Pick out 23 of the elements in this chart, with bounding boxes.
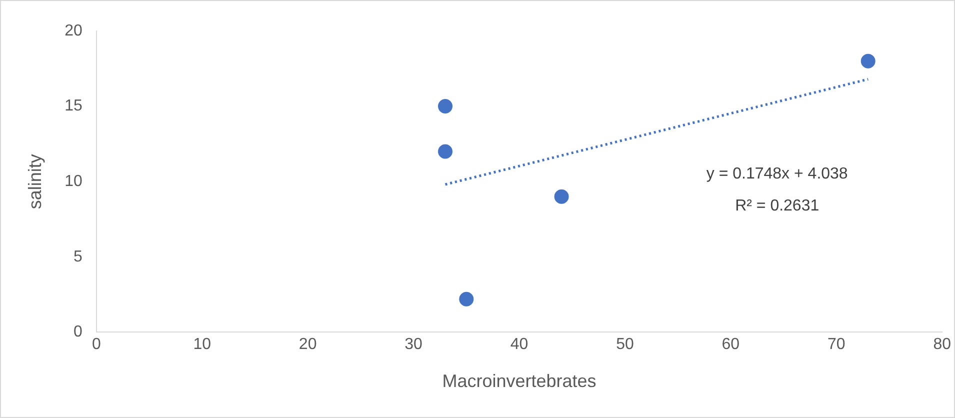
y-tick-label: 20 bbox=[64, 22, 82, 40]
y-tick-label: 0 bbox=[73, 324, 82, 341]
x-tick-label: 60 bbox=[722, 336, 740, 354]
x-tick-label: 30 bbox=[404, 336, 423, 354]
x-tick-label: 40 bbox=[510, 336, 528, 354]
x-axis-title: Macroinvertebrates bbox=[442, 371, 596, 392]
point bbox=[554, 189, 569, 204]
y-axis-title: salinity bbox=[24, 154, 45, 210]
point bbox=[860, 54, 876, 68]
y-tick-label: 10 bbox=[64, 173, 82, 190]
y-tick-label: 5 bbox=[73, 248, 82, 266]
point bbox=[438, 99, 452, 114]
x-tick-label: 10 bbox=[193, 336, 212, 354]
point bbox=[438, 144, 452, 159]
annotation: y = 0.1748x + 4.038 bbox=[706, 165, 848, 182]
x-tick-label: 80 bbox=[933, 336, 952, 354]
point bbox=[459, 292, 474, 306]
annotation: R² = 0.2631 bbox=[735, 197, 820, 214]
x-tick-label: 70 bbox=[827, 336, 846, 354]
x-tick-label: 50 bbox=[616, 336, 634, 354]
y-tick-label: 15 bbox=[64, 98, 82, 115]
x-tick-label: 0 bbox=[92, 336, 101, 354]
x-tick-label: 20 bbox=[298, 336, 317, 354]
